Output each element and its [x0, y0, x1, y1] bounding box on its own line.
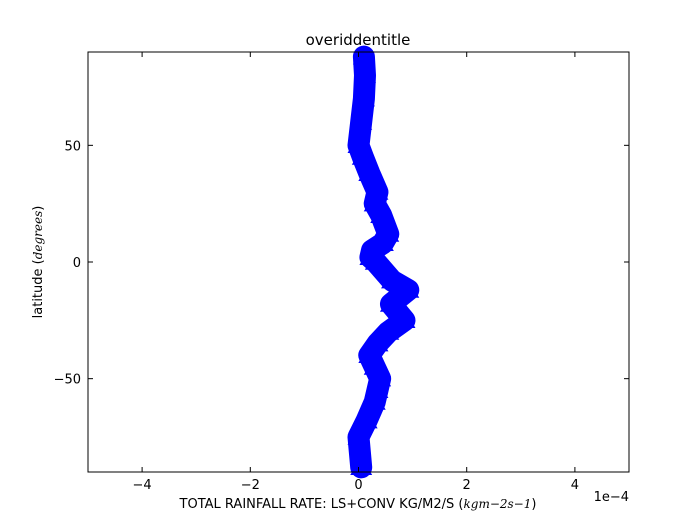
plot-area	[87, 45, 630, 479]
x-axis-label-units: kgm−2s−1	[463, 497, 531, 511]
data-point-marker	[363, 391, 386, 410]
data-point-marker	[381, 269, 404, 289]
data-point-marker	[351, 146, 374, 165]
data-point-marker	[352, 45, 375, 65]
y-tick-label: 0	[73, 256, 81, 271]
data-point-marker	[352, 87, 375, 107]
y-axis-label: latitude (degrees)	[31, 206, 46, 319]
x-tick-label: −2	[241, 478, 260, 493]
x-axis-label: TOTAL RAINFALL RATE: LS+CONV KG/M2/S (kg…	[179, 497, 537, 512]
y-tick-label: 50	[64, 139, 81, 154]
y-axis-label-close: )	[31, 206, 46, 211]
data-point-marker	[393, 309, 416, 329]
chart-title: overiddentitle	[306, 31, 411, 49]
x-tick-label: 0	[354, 478, 362, 493]
data-point-marker	[369, 367, 392, 387]
y-tick-label: −50	[54, 373, 81, 388]
data-point-marker	[350, 456, 373, 476]
data-point-marker	[370, 204, 393, 224]
y-axis-label-text: latitude (	[31, 259, 46, 318]
x-tick-label: 2	[463, 478, 471, 493]
x-axis: −4 −2 0 2 4	[133, 52, 579, 493]
x-offset-label: 1e−4	[594, 490, 629, 505]
x-axis-label-close: )	[531, 497, 536, 512]
data-point-marker	[371, 232, 394, 252]
data-point-marker	[366, 332, 389, 352]
data-point-marker	[366, 181, 389, 200]
data-point-marker	[364, 251, 387, 270]
data-point-marker	[353, 64, 376, 84]
data-point-marker	[366, 379, 389, 399]
x-tick-label: 4	[571, 478, 579, 493]
series-layer	[347, 45, 420, 479]
x-axis-label-text: TOTAL RAINFALL RATE: LS+CONV KG/M2/S (	[179, 497, 464, 512]
data-point-marker	[347, 426, 370, 445]
data-point-marker	[350, 111, 373, 130]
y-axis-label-units: degrees	[31, 211, 45, 260]
data-point-marker	[355, 409, 378, 429]
data-point-marker	[377, 321, 400, 340]
x-tick-label: −4	[133, 478, 152, 493]
data-point-marker	[358, 162, 381, 182]
data-point-marker	[397, 279, 420, 298]
y-axis: −50 0 50	[54, 139, 629, 388]
data-point-marker	[379, 293, 402, 312]
